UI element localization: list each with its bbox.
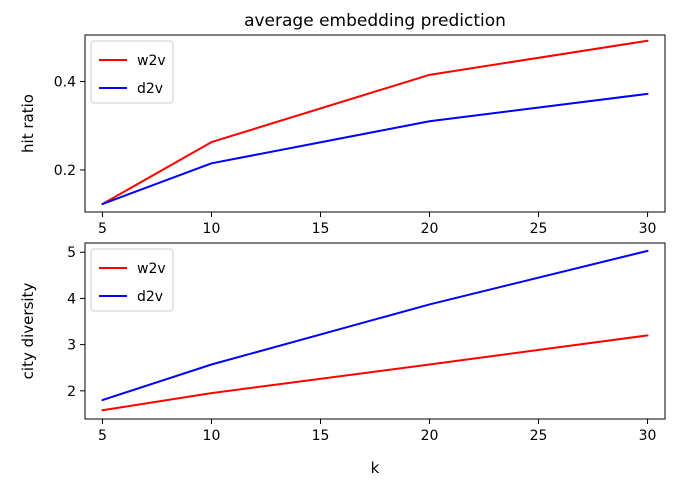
x-tick-label: 25 xyxy=(530,221,548,237)
y-tick-label: 3 xyxy=(67,338,76,354)
legend-label: d2v xyxy=(137,289,163,305)
x-tick-label: 5 xyxy=(98,221,107,237)
series-line-w2v xyxy=(101,39,649,206)
chart-title: average embedding prediction xyxy=(244,11,506,31)
y-axis-label: hit ratio xyxy=(19,94,37,153)
axes-frame xyxy=(84,34,666,213)
y-axis-label: city diversity xyxy=(19,283,37,380)
x-tick-label: 30 xyxy=(639,428,657,444)
legend-label: w2v xyxy=(137,261,166,277)
x-tick-label: 10 xyxy=(203,221,221,237)
x-axis-label: k xyxy=(371,459,380,477)
y-tick-label: 2 xyxy=(67,384,76,400)
series-line-d2v xyxy=(101,92,649,206)
y-tick-label: 0.2 xyxy=(54,163,76,179)
series-line-d2v xyxy=(101,249,649,402)
x-tick-label: 5 xyxy=(98,428,107,444)
x-tick-label: 15 xyxy=(312,221,330,237)
legend: w2v d2v xyxy=(90,248,174,312)
y-tick-label: 4 xyxy=(67,291,76,307)
x-tick-label: 10 xyxy=(203,428,221,444)
x-tick-label: 15 xyxy=(312,428,330,444)
legend: w2v d2v xyxy=(90,40,174,104)
x-tick-label: 20 xyxy=(421,428,439,444)
x-tick-label: 30 xyxy=(639,221,657,237)
axes-frame xyxy=(84,242,666,420)
legend-label: d2v xyxy=(137,81,163,97)
x-tick-label: 25 xyxy=(530,428,548,444)
x-tick-label: 20 xyxy=(421,221,439,237)
y-tick-label: 5 xyxy=(67,245,76,261)
y-tick-label: 0.4 xyxy=(54,74,76,90)
legend-label: w2v xyxy=(137,53,166,69)
chart-panel-2: 5 10 15 20 25 30 2 3 4 5 city diversity k w2v d2v xyxy=(19,242,666,477)
chart-panel-1: average embedding prediction 5 10 15 20 25 30 0… xyxy=(19,11,666,237)
series-line-w2v xyxy=(101,334,649,412)
